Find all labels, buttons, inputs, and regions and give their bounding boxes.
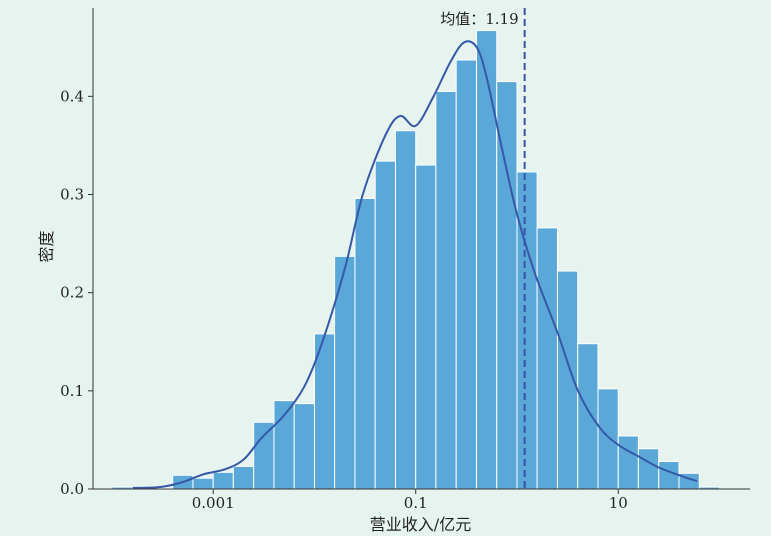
histogram-bar: [435, 90, 457, 490]
histogram-bar: [232, 465, 255, 490]
y-tick-label: 0.3: [60, 186, 84, 204]
x-tick-label: 10: [609, 494, 628, 512]
histogram-bar: [637, 448, 660, 490]
mean-annotation: 均值：1.19: [440, 10, 518, 28]
histogram-bar: [475, 30, 498, 490]
histogram-bar: [597, 388, 619, 490]
histogram-bar: [415, 164, 437, 490]
histogram-bar: [293, 403, 315, 490]
histogram-bar: [253, 421, 275, 490]
y-tick-label: 0.2: [60, 284, 84, 302]
x-ticks: 0.001 0.1 10: [192, 489, 628, 512]
histogram-bar: [455, 59, 477, 490]
density-curve: [132, 40, 698, 490]
y-ticks: 0.0 0.1 0.2 0.3 0.4: [60, 87, 93, 498]
y-tick-label: 0.1: [60, 382, 84, 400]
histogram-bar: [617, 435, 639, 490]
histogram-bar: [658, 461, 680, 490]
histogram-bar: [354, 197, 376, 490]
histogram-bar: [192, 477, 214, 490]
x-tick-label: 0.1: [404, 494, 428, 512]
histogram-bar: [577, 343, 599, 490]
x-tick-label: 0.001: [192, 494, 235, 512]
y-tick-label: 0.4: [60, 87, 84, 105]
y-tick-label: 0.0: [60, 480, 84, 498]
histogram-bar: [516, 171, 538, 490]
histogram-bar: [394, 130, 417, 490]
histogram-bar: [374, 160, 396, 490]
histogram-bar: [536, 227, 558, 490]
histogram-bar: [212, 471, 234, 490]
y-axis-label: 密度: [37, 230, 56, 262]
x-axis-label: 营业收入/亿元: [370, 515, 471, 534]
histogram-bars: [111, 30, 721, 490]
